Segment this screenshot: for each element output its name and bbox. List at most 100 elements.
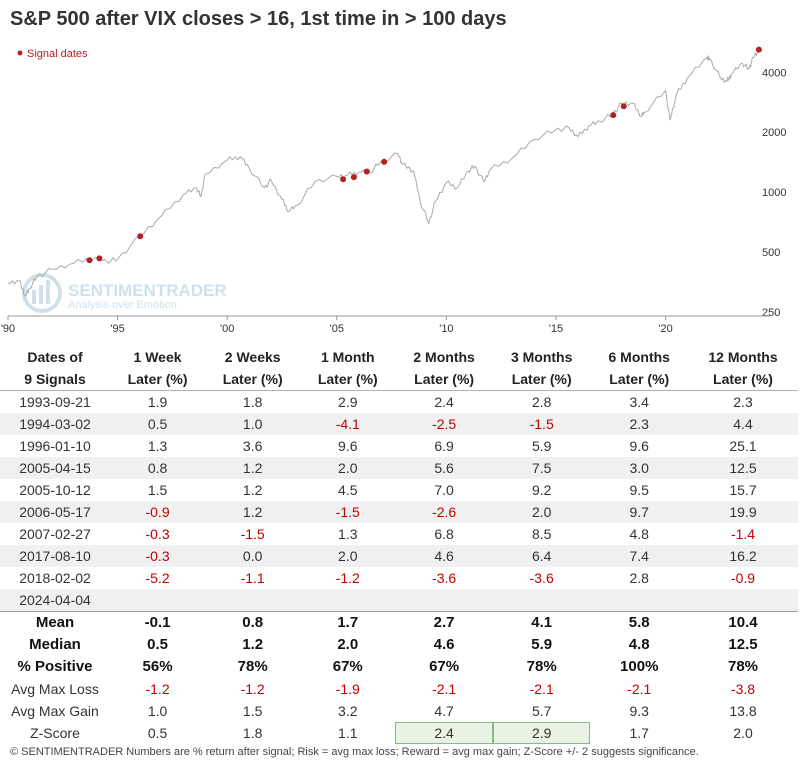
table-row: 2018-02-02 -5.2 -1.1 -1.2 -3.6 -3.6 2.8 -0.9 [0,567,798,589]
return-cell: 9.5 [629,481,649,498]
summary-value: 1.2 [242,636,264,653]
return-cell: 1.2 [205,456,301,479]
y-tick-label: 4000 [762,67,786,79]
y-tick-label: 2000 [762,127,786,139]
return-cell: 2.3 [733,393,753,410]
table-row: 1996-01-10 1.3 3.6 9.6 6.9 5.9 9.6 25.1 [0,435,798,457]
return-cell: 1.2 [242,481,263,498]
return-cell: 5.6 [395,456,493,479]
summary-value: 9.3 [629,702,649,719]
return-cell: -0.9 [110,500,206,523]
summary-row: Median 0.5 1.2 2.0 4.6 5.9 4.8 12.5 [0,634,798,656]
table-row: 2024-04-04 [0,588,798,612]
return-cell: -1.2 [335,569,360,586]
return-cell: -2.5 [395,412,493,435]
summary-value: 78% [526,658,557,675]
return-cell: 9.6 [629,437,649,454]
column-header-line: Later (%) [222,370,283,387]
summary-value: -1.2 [240,680,265,697]
signal-point [350,174,357,181]
return-cell: 1.3 [147,437,168,454]
column-header-line: 3 Months [510,348,573,365]
column-header: 3 Months Later (%) [493,342,591,390]
return-cell: 12.5 [688,456,798,479]
signal-point [96,255,103,262]
return-cell: 2.0 [300,456,396,479]
return-cell: 1.8 [242,393,263,410]
signal-point [137,233,144,240]
return-cell: -1.1 [240,569,265,586]
summary-label: Avg Max Loss [11,680,99,697]
return-cell: 2.0 [492,500,591,523]
x-tick-label: '90 [1,323,15,335]
column-header-line: Later (%) [127,370,188,387]
summary-value: 67% [332,658,363,675]
return-cell: 3.4 [629,393,649,410]
signal-point [363,168,370,175]
return-cell [300,588,396,612]
return-cell: 7.0 [434,481,454,498]
summary-row: % Positive 56% 78% 67% 67% 78% 100% 78% [0,656,798,678]
summary-value: 13.8 [729,702,757,719]
watermark-brand: SENTIMENTRADER [68,281,227,300]
signal-point [620,103,627,110]
return-cell: 1.5 [147,481,168,498]
signal-date-cell: 2024-04-04 [0,588,110,612]
summary-value: -0.1 [144,614,171,631]
y-tick-label: 500 [762,247,780,259]
summary-value: 4.8 [628,636,650,653]
column-header-line: Later (%) [317,370,378,387]
summary-value: -1.9 [335,680,360,697]
return-cell: -3.6 [529,569,554,586]
return-cell: -1.5 [240,525,265,542]
x-tick-label: '00 [220,323,234,335]
return-cell: 7.5 [492,456,591,479]
legend-label: Signal dates [27,48,88,60]
return-cell: 2.8 [531,393,552,410]
summary-value: -2.1 [432,680,457,697]
y-tick-label: 250 [762,307,780,319]
signal-date-cell: 2017-08-10 [0,544,110,567]
summary-label: Z-Score [30,724,80,741]
return-cell: 6.9 [434,437,454,454]
x-tick-label: '20 [658,323,672,335]
signal-date-cell: 2005-10-12 [19,481,91,498]
legend: Signal dates [17,48,88,60]
summary-value: 67% [429,658,460,675]
return-cell: -5.2 [145,569,170,586]
return-cell [205,588,301,612]
signal-point [86,257,93,264]
column-header-line: Later (%) [511,370,572,387]
summary-value: 56% [142,658,173,675]
return-cell: 2.3 [590,412,689,435]
summary-row: Avg Max Gain 1.0 1.5 3.2 4.7 5.7 9.3 13.8 [0,700,798,722]
return-cell: 0.8 [110,456,206,479]
return-cell: -0.3 [145,525,170,542]
return-cell: -1.5 [300,500,396,523]
return-cell: 1.3 [338,525,358,542]
column-header-line: 2 Months [413,348,475,365]
summary-value: 1.1 [338,724,358,741]
return-cell: 1.9 [147,393,168,410]
summary-row: Mean -0.1 0.8 1.7 2.7 4.1 5.8 10.4 [0,611,798,634]
return-cell: 8.5 [531,525,552,542]
summary-value: 1.7 [629,724,649,741]
return-cell: 0.0 [205,544,301,567]
return-cell: -1.5 [492,412,591,435]
summary-value: 100% [620,658,659,675]
return-cell: 9.6 [338,437,358,454]
summary-value: 3.2 [338,702,358,719]
summary-value: 2.0 [337,636,359,653]
return-cell [492,588,591,612]
summary-value: 4.1 [531,614,553,631]
summary-value: -1.2 [145,680,170,697]
return-cell: 6.8 [434,525,454,542]
column-header-line: Dates of [27,348,83,365]
summary-value: 5.8 [628,614,650,631]
footer-note: © SENTIMENTRADER Numbers are % return af… [10,746,699,758]
return-cell: -0.3 [110,544,206,567]
return-cell: 2.0 [300,544,396,567]
column-header-line: 9 Signals [24,370,86,387]
x-tick-label: '05 [330,323,344,335]
return-cell: -2.6 [395,500,493,523]
